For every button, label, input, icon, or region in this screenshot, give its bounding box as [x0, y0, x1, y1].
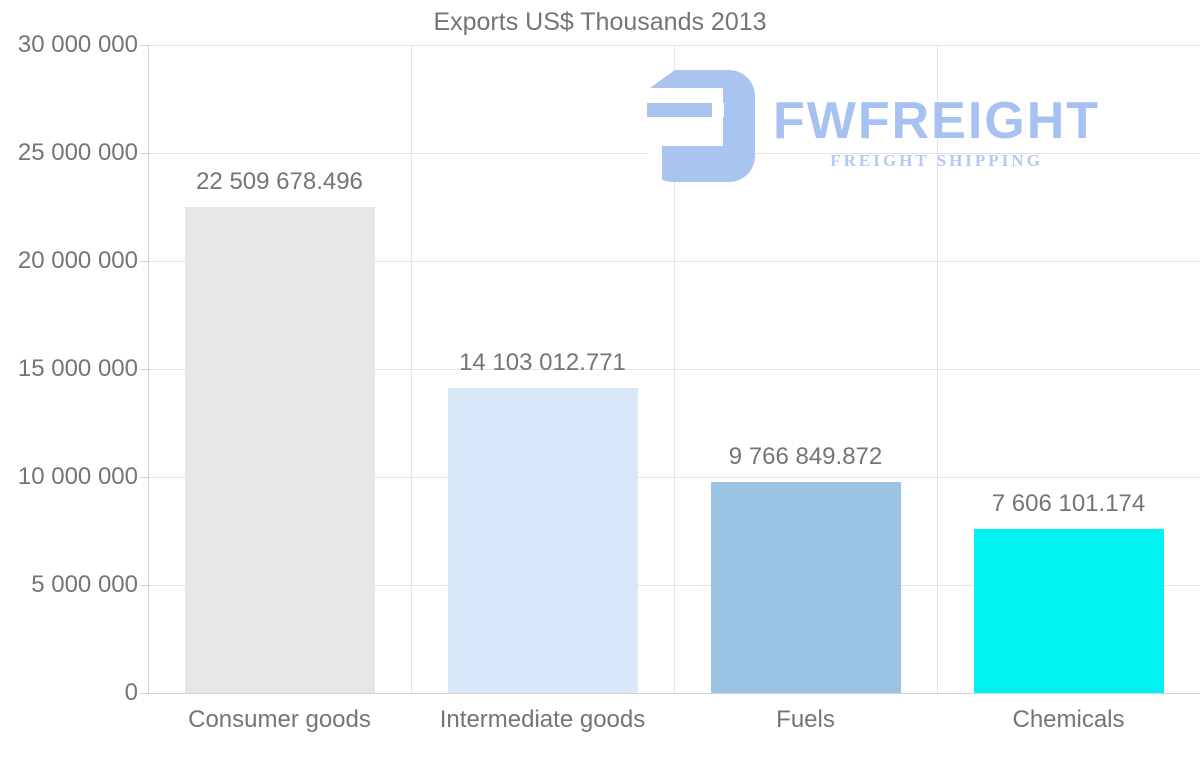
- y-axis-tick-label: 25 000 000: [17, 139, 138, 166]
- y-axis-tick: [140, 152, 148, 154]
- gridline-vertical: [673, 45, 675, 693]
- bar-value-label-fuels: 9 766 849.872: [728, 443, 883, 471]
- fwfreight-watermark: FWFREIGHT FREIGHT SHIPPING: [647, 70, 1100, 182]
- bar-chemicals: [973, 528, 1164, 693]
- fwfreight-logo-textblock: FWFREIGHT FREIGHT SHIPPING: [773, 94, 1100, 172]
- y-axis-tick-label: 10 000 000: [17, 463, 138, 490]
- x-category-label-fuels: Fuels: [776, 706, 835, 733]
- y-axis-tick: [140, 476, 148, 478]
- fwfreight-logo-text: FWFREIGHT: [773, 92, 1101, 150]
- bar-consumer-goods: [184, 206, 375, 693]
- x-category-label-consumer-goods: Consumer goods: [188, 706, 371, 733]
- y-axis-tick-label: 20 000 000: [17, 247, 138, 274]
- bar-fuels: [710, 482, 901, 693]
- y-axis-tick: [140, 692, 148, 694]
- y-axis-line: [147, 45, 149, 693]
- bar-value-label-chemicals: 7 606 101.174: [991, 489, 1146, 517]
- fwfreight-logo-icon: [647, 70, 755, 182]
- x-category-label-chemicals: Chemicals: [1012, 706, 1125, 733]
- bar-value-label-consumer-goods: 22 509 678.496: [196, 167, 363, 195]
- y-axis-tick: [140, 260, 148, 262]
- y-axis-tick-label: 30 000 000: [17, 31, 138, 58]
- fwfreight-logo-tagline: FREIGHT SHIPPING: [830, 151, 1043, 170]
- chart-title: Exports US$ Thousands 2013: [433, 8, 767, 36]
- gridline-vertical: [410, 45, 412, 693]
- y-axis-tick-label: 5 000 000: [31, 571, 138, 598]
- gridline-horizontal: [148, 692, 1200, 694]
- y-axis-tick: [140, 584, 148, 586]
- bar-intermediate-goods: [447, 388, 638, 693]
- y-axis-tick-label: 15 000 000: [17, 355, 138, 382]
- bar-value-label-intermediate-goods: 14 103 012.771: [459, 349, 626, 377]
- gridline-vertical: [936, 45, 938, 693]
- y-axis-tick-label: 0: [124, 679, 138, 706]
- y-axis-tick: [140, 368, 148, 370]
- y-axis-tick: [140, 44, 148, 46]
- x-category-label-intermediate-goods: Intermediate goods: [439, 706, 646, 733]
